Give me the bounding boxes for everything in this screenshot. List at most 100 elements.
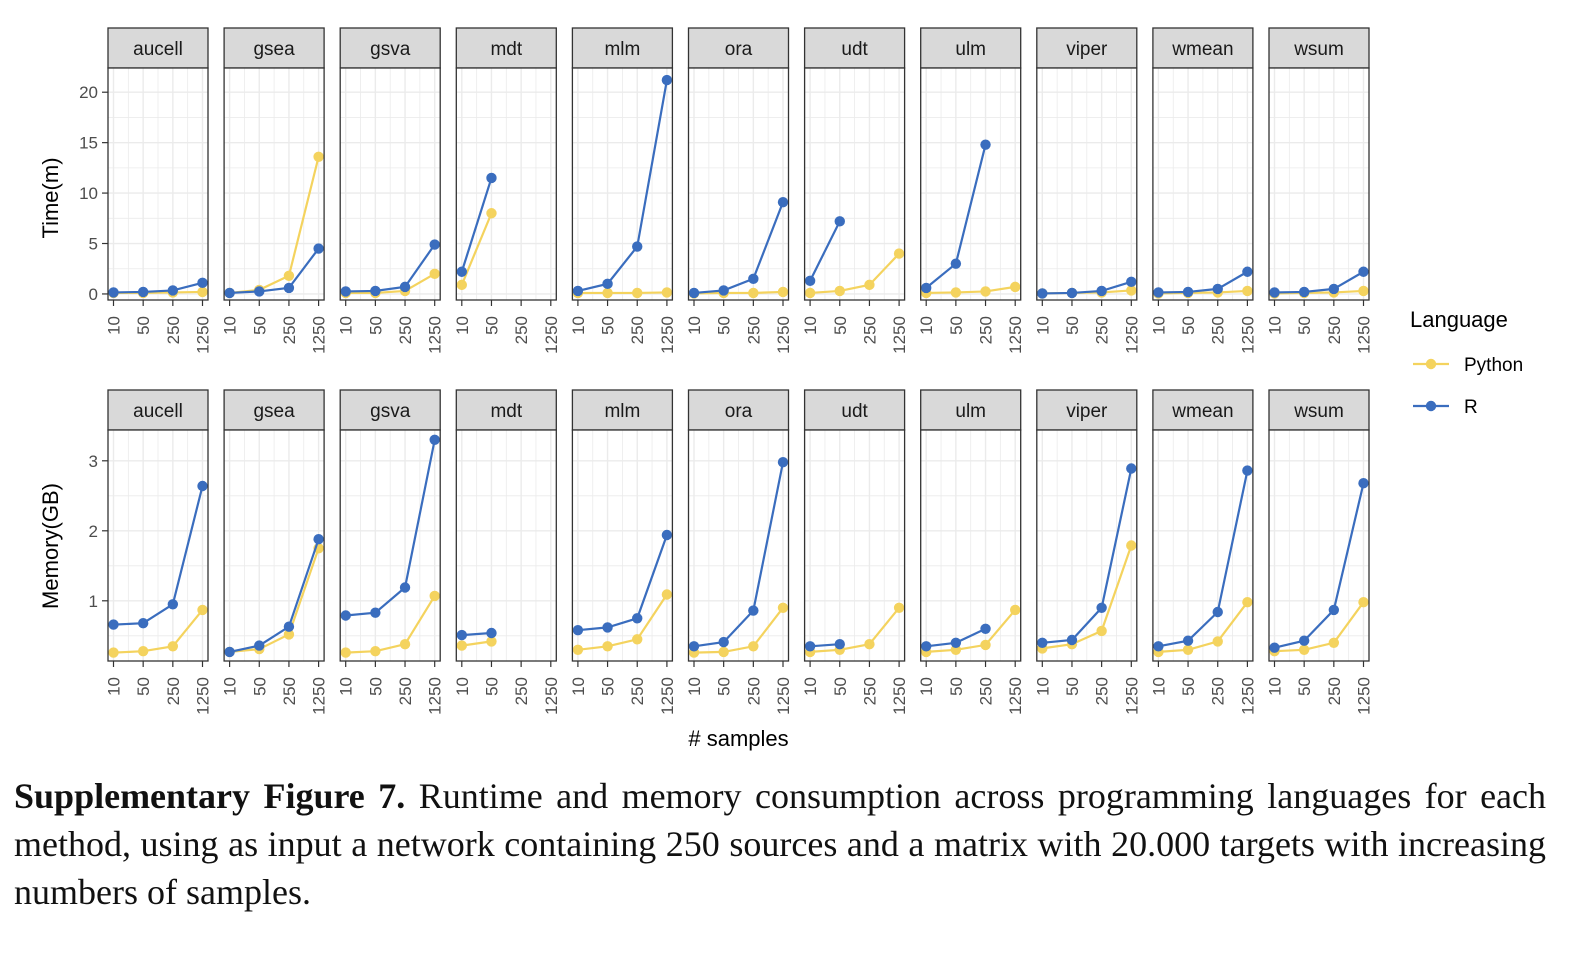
x-tick-label: 1250 [774,677,793,715]
x-tick-label: 1250 [1006,677,1025,715]
data-point-python [370,646,381,657]
data-point-r [980,139,991,150]
x-tick-label: 10 [917,316,936,335]
data-point-r [1242,266,1253,277]
data-point-python [718,646,729,658]
x-tick-label: 10 [685,316,704,335]
series-line-r [577,534,668,632]
series-line-python [345,272,436,295]
x-tick-label: 10 [1033,677,1052,696]
series-line-r [1274,270,1365,294]
data-point-python [197,604,208,616]
panel-ora-time: ora 10 50 250 1250 [685,27,793,354]
x-tick-label: 50 [947,316,966,335]
panel-strip-label: mlm [604,401,640,422]
data-point-python [1010,604,1021,616]
series-line-r [460,177,493,273]
series-line-r [113,281,203,294]
x-tick-label: 250 [977,677,996,705]
x-tick-label: 1250 [542,316,561,354]
data-point-r [137,618,149,629]
data-point-python [893,602,905,613]
data-point-r [748,605,759,616]
series-line-python [693,290,784,295]
data-point-python [486,208,497,219]
legend-key-point-python [1425,358,1437,370]
series-line-r [1274,482,1365,649]
data-point-r [167,285,179,296]
panel-strip-label: mlm [604,39,640,60]
panel-strip [339,27,441,69]
series-line-python [926,609,1017,653]
panel-strip [803,27,906,69]
panel-strip-label: ora [725,401,753,422]
data-point-r [1037,288,1048,299]
panel-strip [1268,27,1370,69]
x-tick-label: 1250 [310,677,329,715]
x-tick-label: 50 [366,677,385,696]
data-point-r [1242,465,1253,476]
data-point-r [254,286,265,297]
data-point-python [777,602,789,613]
x-tick-label: 1250 [542,677,561,715]
series-line-r [1158,470,1249,648]
panel-viper-memory: viper 10 50 250 1250 [1033,389,1141,715]
series-line-r [1158,270,1248,294]
x-tick-label: 1250 [890,316,909,354]
data-point-r [632,241,643,252]
panel-border [571,429,674,662]
x-tick-label: 1250 [774,316,793,354]
panel-strip [223,389,325,431]
data-point-r [1358,266,1369,277]
data-point-python [486,636,497,647]
panel-border [687,429,790,662]
data-point-r [718,285,729,296]
x-tick-label: 10 [917,677,936,696]
data-point-r [313,534,324,545]
x-tick-label: 50 [250,316,269,335]
series-line-python [1042,545,1133,650]
panel-border [571,67,674,301]
panel-border [1036,67,1138,301]
data-point-python [137,646,149,657]
data-point-r [429,239,440,250]
panel-strip-label: wmean [1171,401,1233,422]
data-point-r [197,277,208,289]
y-tick-label: 3 [89,452,98,471]
panel-wmean-time: wmean 10 50 250 1250 [1149,27,1257,354]
x-tick-label: 250 [1209,677,1228,705]
data-point-r [572,625,584,636]
data-point-r [602,622,613,633]
panel-strip [1268,389,1370,431]
panel-strip-label: ulm [955,39,986,60]
data-point-r [1066,634,1078,646]
data-point-python [1298,644,1310,655]
data-point-r [921,282,932,294]
x-tick-label: 10 [1149,316,1168,335]
data-point-r [718,636,729,648]
data-point-python [1182,644,1194,655]
data-point-r [313,243,324,254]
data-point-python [429,590,440,602]
x-tick-label: 250 [860,316,879,344]
panel-aucell-memory: aucell 10 50 250 1250 [105,389,213,715]
x-tick-label: 10 [453,677,472,696]
panel-border [107,67,209,301]
panel-strip-label: gsva [370,39,411,60]
panel-border [1152,67,1254,301]
x-tick-label: 50 [250,677,269,696]
data-point-r [197,480,208,492]
data-point-python [893,248,905,259]
panel-gsva-time: gsva 10 50 250 1250 [337,27,445,354]
data-point-r [950,637,962,648]
panel-strip [1152,27,1254,69]
data-point-python [1212,636,1223,647]
data-point-r [1298,286,1310,298]
data-point-python [602,641,613,652]
x-tick-label: 10 [337,316,356,335]
panel-ulm-time: ulm 10 50 250 1250 [917,27,1025,354]
x-tick-label: 250 [280,677,299,705]
data-point-python [340,647,351,658]
data-point-r [632,613,643,624]
x-tick-label: 250 [1093,316,1112,344]
